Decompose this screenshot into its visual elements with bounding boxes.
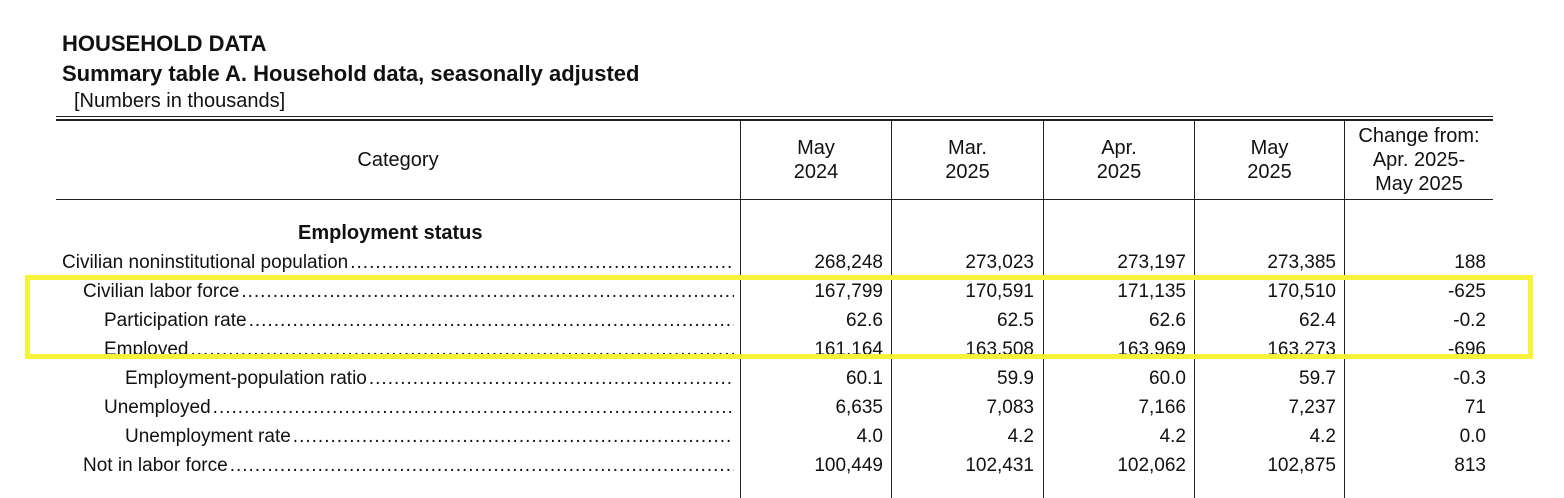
dot-leader: [293, 426, 734, 448]
row-label: Participation rate: [104, 310, 247, 331]
table-subtitle: Summary table A. Household data, seasona…: [62, 61, 640, 86]
cell-may-2024: 60.1: [846, 368, 883, 389]
row-label: Civilian noninstitutional population: [62, 252, 349, 273]
cell-may-2025: 62.4: [1299, 310, 1336, 331]
cell-may-2025: 59.7: [1299, 368, 1336, 389]
column-divider: [1194, 119, 1195, 498]
highlight-box: [25, 275, 1533, 359]
cell-apr-2025: 60.0: [1149, 368, 1186, 389]
cell-apr-2025: 62.6: [1149, 310, 1186, 331]
header-may-2024: May 2024: [793, 137, 839, 183]
cell-mar-2025: 62.5: [997, 310, 1034, 331]
cell-change: 188: [1454, 252, 1486, 273]
cell-mar-2025: 7,083: [986, 397, 1034, 418]
row-label: Unemployment rate: [125, 426, 291, 447]
column-divider: [891, 119, 892, 498]
header-category: Category: [357, 149, 439, 171]
header-change: Change from: Apr. 2025- May 2025: [1358, 125, 1480, 195]
row-label: Unemployed: [104, 397, 211, 418]
table-row-civilian-labor-force: Civilian labor force 167,799 170,591 171…: [0, 274, 1564, 303]
cell-change: -0.2: [1453, 310, 1486, 331]
cell-mar-2025: 170,591: [965, 281, 1034, 302]
column-divider: [1043, 119, 1044, 498]
cell-change: 71: [1464, 397, 1486, 418]
cell-mar-2025: 4.2: [1007, 426, 1034, 447]
dot-leader: [230, 455, 734, 477]
table-row-not-in-labor-force: Not in labor force 100,449 102,431 102,0…: [0, 448, 1564, 477]
table-row-civilian-population: Civilian noninstitutional population 268…: [0, 245, 1564, 274]
cell-may-2024: 62.6: [846, 310, 883, 331]
column-divider: [740, 119, 741, 498]
cell-change: 813: [1454, 455, 1486, 476]
cell-may-2024: 4.0: [856, 426, 883, 447]
cell-apr-2025: 4.2: [1159, 426, 1186, 447]
top-double-rule-2: [56, 119, 1493, 121]
cell-change: -0.3: [1453, 368, 1486, 389]
table-row-participation-rate: Participation rate 62.6 62.5 62.6 62.4 -…: [0, 303, 1564, 332]
units-note: [Numbers in thousands]: [74, 90, 286, 112]
cell-may-2025: 170,510: [1267, 281, 1336, 302]
page-title: HOUSEHOLD DATA: [62, 31, 267, 56]
row-label: Employment-population ratio: [125, 368, 367, 389]
cell-change: 0.0: [1459, 426, 1486, 447]
top-double-rule-1: [56, 116, 1493, 117]
header-mar-2025: Mar. 2025: [945, 137, 990, 183]
cell-apr-2025: 273,197: [1117, 252, 1186, 273]
cell-may-2025: 102,875: [1267, 455, 1336, 476]
dot-leader: [369, 368, 734, 390]
cell-change: -625: [1447, 281, 1486, 302]
cell-mar-2025: 59.9: [997, 368, 1034, 389]
cell-apr-2025: 171,135: [1117, 281, 1186, 302]
header-bottom-rule: [56, 199, 1493, 200]
header-apr-2025: Apr. 2025: [1096, 137, 1142, 183]
column-divider: [1344, 119, 1345, 498]
table-row-employment-population-ratio: Employment-population ratio 60.1 59.9 60…: [0, 361, 1564, 390]
cell-may-2024: 100,449: [814, 455, 883, 476]
cell-may-2024: 6,635: [835, 397, 883, 418]
table-row-unemployed: Unemployed 6,635 7,083 7,166 7,237 71: [0, 390, 1564, 419]
dot-leader: [213, 397, 734, 419]
cell-may-2024: 268,248: [814, 252, 883, 273]
cell-mar-2025: 102,431: [965, 455, 1034, 476]
cell-may-2024: 167,799: [814, 281, 883, 302]
cell-may-2025: 4.2: [1309, 426, 1336, 447]
cell-may-2025: 7,237: [1288, 397, 1336, 418]
row-label: Not in labor force: [83, 455, 228, 476]
cell-apr-2025: 102,062: [1117, 455, 1186, 476]
header-may-2025: May 2025: [1247, 137, 1292, 183]
cell-mar-2025: 273,023: [965, 252, 1034, 273]
table-row-unemployment-rate: Unemployment rate 4.0 4.2 4.2 4.2 0.0: [0, 419, 1564, 448]
row-label: Civilian labor force: [83, 281, 240, 302]
section-heading-employment-status: Employment status: [298, 222, 483, 244]
cell-may-2025: 273,385: [1267, 252, 1336, 273]
cell-apr-2025: 7,166: [1138, 397, 1186, 418]
dot-leader: [350, 252, 734, 274]
